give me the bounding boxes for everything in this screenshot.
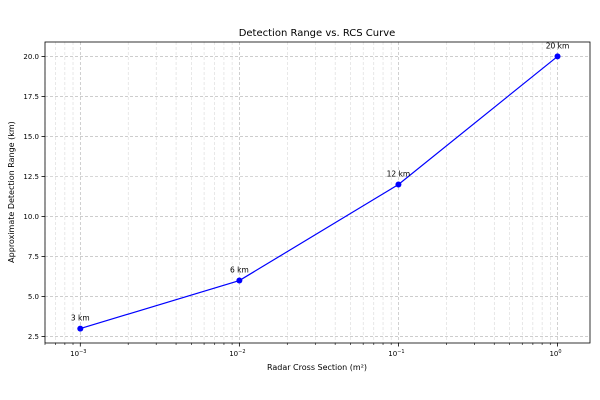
- data-point: [77, 325, 84, 332]
- data-label: 12 km: [387, 169, 411, 178]
- y-tick-label: 17.5: [23, 93, 39, 101]
- x-tick-label: 10−1: [388, 349, 404, 358]
- x-axis-label: Radar Cross Section (m²): [267, 363, 367, 372]
- plot-frame: [44, 41, 591, 344]
- x-tick-label: 10−2: [229, 349, 245, 358]
- data-label: 6 km: [230, 266, 249, 275]
- axis-ticks: 10−3 10−2 10−1 100 2.5 5.0 7.5 10.0 12.5 15.0 17.5…: [23, 53, 561, 358]
- grid: [44, 42, 590, 343]
- y-tick-label: 15.0: [23, 133, 39, 141]
- data-point: [236, 277, 243, 284]
- y-tick-label: 20.0: [23, 53, 39, 61]
- data-point: [554, 53, 561, 60]
- series: 3 km 6 km 12 km 20 km: [71, 41, 570, 332]
- chart-title: Detection Range vs. RCS Curve: [239, 28, 396, 39]
- y-tick-label: 5.0: [28, 293, 39, 301]
- x-tick-label: 100: [549, 349, 561, 358]
- y-tick-label: 10.0: [23, 213, 39, 221]
- y-axis-label: Approximate Detection Range (km): [7, 121, 16, 263]
- data-label: 3 km: [71, 314, 90, 323]
- x-tick-label: 10−3: [70, 349, 86, 358]
- series-line: [80, 55, 558, 330]
- data-label: 20 km: [546, 41, 570, 50]
- y-tick-label: 2.5: [28, 333, 39, 341]
- y-tick-label: 12.5: [23, 173, 39, 181]
- data-point: [395, 181, 402, 188]
- y-tick-label: 7.5: [28, 253, 39, 261]
